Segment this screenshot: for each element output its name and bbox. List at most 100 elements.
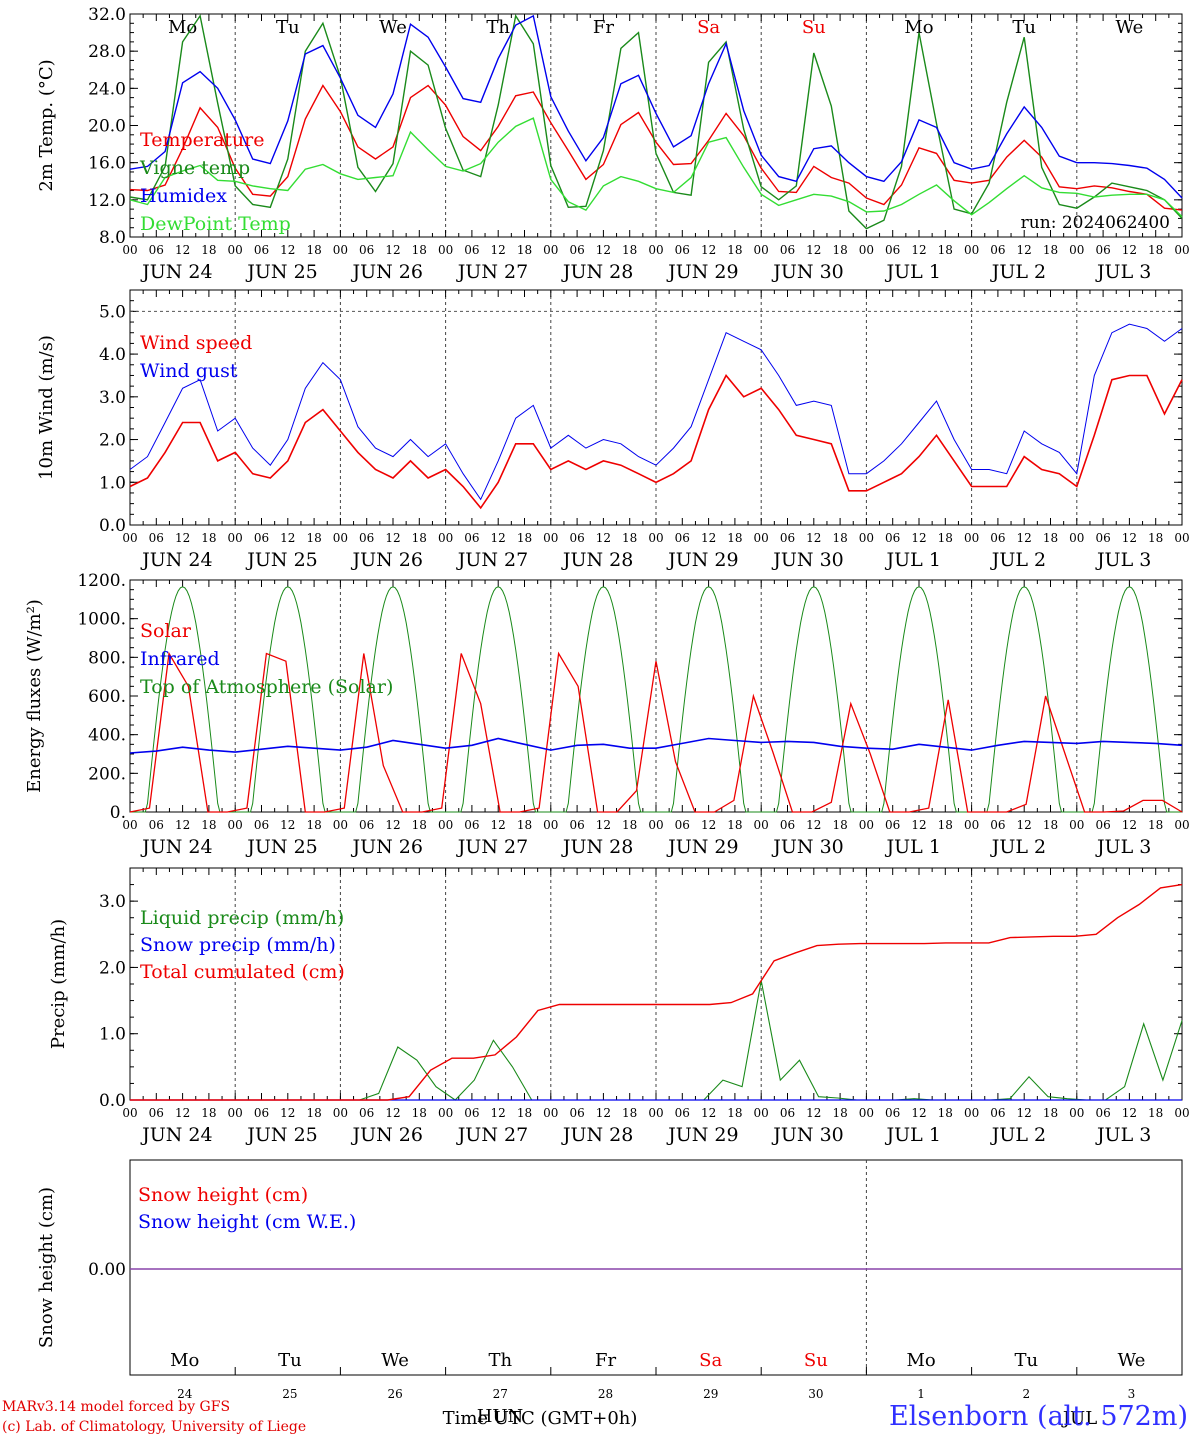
hour-tick-label: 12 bbox=[1017, 818, 1032, 832]
legend-entry: DewPoint Temp bbox=[140, 213, 291, 235]
hour-tick-label: 00 bbox=[648, 1106, 663, 1120]
weekday-label: Su bbox=[802, 17, 826, 38]
hour-tick-label: 18 bbox=[517, 818, 532, 832]
y-tick-label: 28.0 bbox=[88, 42, 126, 62]
legend-entry: Infrared bbox=[140, 648, 220, 670]
panel-frame bbox=[129, 13, 1183, 238]
y-tick-label: 3.0 bbox=[99, 388, 126, 408]
hour-tick-label: 06 bbox=[464, 818, 479, 832]
weekday-label: Mo bbox=[906, 1350, 935, 1371]
day-label: JUN 26 bbox=[350, 549, 422, 571]
weekday-label: Fr bbox=[595, 1350, 616, 1371]
hour-tick-label: 06 bbox=[464, 243, 479, 257]
hour-tick-label: 18 bbox=[412, 818, 427, 832]
hour-tick-label: 06 bbox=[885, 243, 900, 257]
day-label: JUN 24 bbox=[140, 549, 212, 571]
hour-tick-label: 06 bbox=[254, 818, 269, 832]
y-tick-label: 1000. bbox=[77, 610, 126, 630]
hour-tick-label: 12 bbox=[701, 531, 716, 545]
hour-tick-label: 12 bbox=[596, 1106, 611, 1120]
day-label: JUL 1 bbox=[885, 836, 941, 858]
weekday-label: Tu bbox=[276, 17, 300, 38]
y-tick-label: 0.0 bbox=[99, 516, 126, 536]
hour-tick-label: 00 bbox=[859, 531, 874, 545]
hour-tick-label: 12 bbox=[280, 818, 295, 832]
y-axis-title: 2m Temp. (°C) bbox=[36, 59, 57, 191]
weekday-label: Sa bbox=[697, 17, 720, 38]
legend-entry: Vigne temp bbox=[139, 157, 250, 179]
hour-tick-label: 12 bbox=[596, 243, 611, 257]
hour-tick-label: 06 bbox=[1095, 818, 1110, 832]
hour-tick-label: 00 bbox=[543, 531, 558, 545]
day-label: JUN 29 bbox=[666, 549, 738, 571]
legend-entry: Temperature bbox=[140, 129, 264, 151]
weekday-label: Tu bbox=[1012, 17, 1036, 38]
hour-tick-label: 06 bbox=[149, 818, 164, 832]
y-axis-title: Snow height (cm) bbox=[36, 1187, 57, 1348]
day-label: JUN 29 bbox=[666, 836, 738, 858]
hour-tick-label: 06 bbox=[885, 818, 900, 832]
day-number-label: 24 bbox=[177, 1387, 193, 1401]
y-tick-label: 5.0 bbox=[99, 302, 126, 322]
day-label: JUN 30 bbox=[771, 261, 843, 283]
hour-tick-label: 06 bbox=[675, 243, 690, 257]
y-axis-title: Energy fluxes (W/m²) bbox=[24, 599, 45, 793]
day-label: JUN 28 bbox=[561, 836, 633, 858]
hour-tick-label: 00 bbox=[438, 818, 453, 832]
y-axis-title: 10m Wind (m/s) bbox=[36, 335, 57, 480]
hour-tick-label: 12 bbox=[385, 243, 400, 257]
weekday-label: Tu bbox=[1014, 1350, 1038, 1371]
day-number-label: 27 bbox=[493, 1387, 508, 1401]
hour-tick-label: 06 bbox=[1095, 243, 1110, 257]
hour-tick-label: 00 bbox=[438, 243, 453, 257]
hour-tick-label: 12 bbox=[701, 243, 716, 257]
y-tick-label: 0. bbox=[110, 803, 126, 823]
legend-entry: Liquid precip (mm/h) bbox=[140, 907, 344, 929]
day-label: JUN 27 bbox=[456, 1124, 528, 1146]
hour-tick-label: 00 bbox=[333, 531, 348, 545]
hour-tick-label: 00 bbox=[228, 818, 243, 832]
legend-entry: Solar bbox=[140, 620, 192, 642]
total-cumulated-line bbox=[130, 883, 1183, 1101]
liquid-precip-line bbox=[130, 980, 1183, 1101]
hour-tick-label: 12 bbox=[280, 243, 295, 257]
day-number-label: 30 bbox=[808, 1387, 823, 1401]
hour-tick-label: 06 bbox=[254, 531, 269, 545]
hour-tick-label: 18 bbox=[832, 1106, 847, 1120]
hour-tick-label: 00 bbox=[1174, 818, 1189, 832]
y-tick-label: 20.0 bbox=[88, 117, 126, 137]
day-label: JUN 29 bbox=[666, 261, 738, 283]
infrared-series-line bbox=[129, 737, 1183, 754]
hour-tick-label: 06 bbox=[254, 1106, 269, 1120]
day-label: JUN 24 bbox=[140, 261, 212, 283]
hour-tick-label: 18 bbox=[517, 1106, 532, 1120]
day-label: JUL 3 bbox=[1095, 261, 1151, 283]
hour-tick-label: 18 bbox=[306, 531, 321, 545]
y-tick-label: 1200. bbox=[77, 571, 126, 591]
day-label: JUN 25 bbox=[245, 836, 317, 858]
day-label: JUL 3 bbox=[1095, 1124, 1151, 1146]
hour-tick-label: 12 bbox=[385, 1106, 400, 1120]
day-label: JUN 25 bbox=[245, 1124, 317, 1146]
legend-entry: Top of Atmosphere (Solar) bbox=[140, 676, 393, 698]
day-label: JUL 2 bbox=[990, 549, 1046, 571]
y-tick-label: 3.0 bbox=[99, 892, 126, 912]
hour-tick-label: 12 bbox=[1122, 243, 1137, 257]
day-label: JUL 2 bbox=[990, 1124, 1046, 1146]
y-tick-label: 2.0 bbox=[99, 431, 126, 451]
temp-series-line bbox=[129, 14, 1183, 230]
weekday-label: We bbox=[379, 17, 407, 38]
day-label: JUL 1 bbox=[885, 261, 941, 283]
hour-tick-label: 06 bbox=[359, 818, 374, 832]
y-tick-label: 0.00 bbox=[88, 1260, 126, 1280]
hour-tick-label: 12 bbox=[701, 818, 716, 832]
weekday-label: Th bbox=[486, 17, 510, 38]
hour-tick-label: 00 bbox=[228, 1106, 243, 1120]
hour-tick-label: 12 bbox=[806, 818, 821, 832]
hour-tick-label: 12 bbox=[491, 531, 506, 545]
hour-tick-label: 00 bbox=[333, 1106, 348, 1120]
day-label: JUL 2 bbox=[990, 836, 1046, 858]
hour-tick-label: 18 bbox=[1043, 1106, 1058, 1120]
hour-tick-label: 18 bbox=[938, 818, 953, 832]
hour-tick-label: 00 bbox=[228, 243, 243, 257]
